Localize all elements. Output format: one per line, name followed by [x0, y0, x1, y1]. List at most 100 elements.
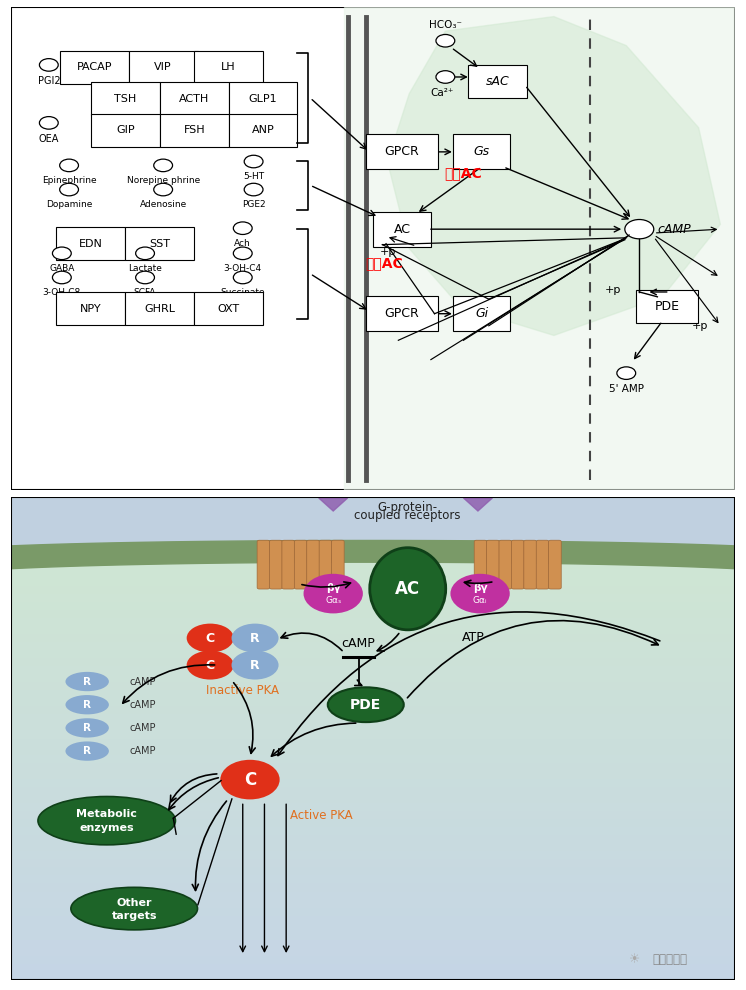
Bar [11, 585, 735, 594]
Bar [11, 610, 735, 618]
Bar [11, 594, 735, 602]
Text: cAMP: cAMP [129, 700, 156, 710]
Text: sAC: sAC [486, 75, 510, 88]
FancyBboxPatch shape [57, 228, 125, 260]
FancyBboxPatch shape [373, 212, 431, 247]
Bar [11, 553, 735, 561]
Text: Succinate: Succinate [220, 288, 265, 297]
Text: 基迪奥生物: 基迪奥生物 [652, 953, 687, 966]
Circle shape [617, 367, 636, 379]
FancyBboxPatch shape [536, 541, 549, 589]
FancyBboxPatch shape [11, 7, 735, 490]
Circle shape [52, 248, 72, 259]
Bar [11, 698, 735, 706]
Text: cAMP: cAMP [129, 676, 156, 686]
Polygon shape [463, 498, 492, 511]
Bar [11, 634, 735, 642]
Circle shape [436, 70, 455, 83]
Text: Metabolic: Metabolic [76, 810, 137, 820]
FancyBboxPatch shape [228, 82, 298, 115]
Bar [11, 771, 735, 779]
Text: cAMP: cAMP [129, 746, 156, 756]
FancyBboxPatch shape [129, 50, 198, 84]
Text: Adenosine: Adenosine [140, 200, 186, 209]
Bar [11, 746, 735, 754]
Bar [11, 892, 735, 900]
Text: GPCR: GPCR [385, 146, 419, 158]
FancyBboxPatch shape [319, 541, 332, 589]
Text: 3-OH-C4: 3-OH-C4 [224, 264, 262, 273]
Text: Dopamine: Dopamine [46, 200, 93, 209]
Text: ☀: ☀ [630, 953, 641, 966]
FancyBboxPatch shape [282, 541, 295, 589]
FancyBboxPatch shape [524, 541, 536, 589]
Ellipse shape [186, 624, 233, 652]
Bar [11, 779, 735, 787]
Bar [11, 731, 735, 739]
Bar [11, 505, 735, 513]
Text: cAMP: cAMP [129, 723, 156, 733]
Text: AC: AC [393, 223, 410, 236]
Ellipse shape [66, 742, 109, 760]
Text: SST: SST [149, 239, 170, 248]
Circle shape [40, 117, 58, 129]
Ellipse shape [451, 574, 510, 614]
Ellipse shape [304, 574, 363, 614]
Bar [11, 762, 735, 771]
Text: R: R [83, 723, 91, 733]
Circle shape [233, 222, 252, 235]
FancyBboxPatch shape [366, 135, 438, 169]
Bar [11, 561, 735, 569]
Bar [11, 666, 735, 674]
Text: R: R [250, 632, 260, 644]
Bar [11, 787, 735, 795]
Bar [11, 682, 735, 690]
Text: Active PKA: Active PKA [289, 809, 352, 822]
Bar [11, 843, 735, 851]
Text: Norepine phrine: Norepine phrine [127, 176, 200, 185]
Bar [11, 658, 735, 666]
Text: coupled receptors: coupled receptors [354, 509, 461, 522]
FancyBboxPatch shape [499, 541, 512, 589]
Bar [11, 932, 735, 940]
Text: PGE2: PGE2 [242, 200, 266, 209]
Bar [11, 947, 735, 956]
Circle shape [136, 248, 154, 259]
Text: +p: +p [380, 248, 397, 257]
Circle shape [60, 183, 78, 196]
Text: ATP: ATP [462, 631, 485, 644]
Text: Gαᵢ: Gαᵢ [473, 596, 487, 605]
Text: Ca²⁺: Ca²⁺ [430, 88, 454, 98]
Bar [11, 875, 735, 883]
Bar [11, 497, 735, 505]
Text: R: R [250, 658, 260, 671]
Bar [11, 513, 735, 521]
Text: GPCR: GPCR [385, 307, 419, 320]
Circle shape [154, 183, 172, 196]
Bar [11, 851, 735, 859]
Bar [11, 706, 735, 715]
Text: PDE: PDE [654, 300, 680, 313]
Circle shape [154, 159, 172, 171]
Bar [11, 626, 735, 634]
Circle shape [244, 155, 263, 168]
Bar [11, 618, 735, 626]
Bar [11, 642, 735, 650]
Text: cAMP: cAMP [342, 638, 375, 650]
FancyBboxPatch shape [295, 541, 307, 589]
Bar [11, 819, 735, 827]
Text: βγ: βγ [326, 583, 340, 593]
Text: FSH: FSH [184, 125, 205, 135]
Text: targets: targets [111, 911, 157, 921]
Ellipse shape [66, 695, 109, 715]
Circle shape [244, 183, 263, 196]
Bar [11, 811, 735, 819]
Bar [11, 530, 735, 538]
Bar [11, 956, 735, 964]
Text: Ach: Ach [234, 239, 251, 248]
Bar [11, 577, 735, 585]
Ellipse shape [220, 759, 280, 799]
Ellipse shape [66, 672, 109, 691]
Text: +p: +p [692, 321, 708, 331]
Text: Gi: Gi [475, 307, 488, 320]
